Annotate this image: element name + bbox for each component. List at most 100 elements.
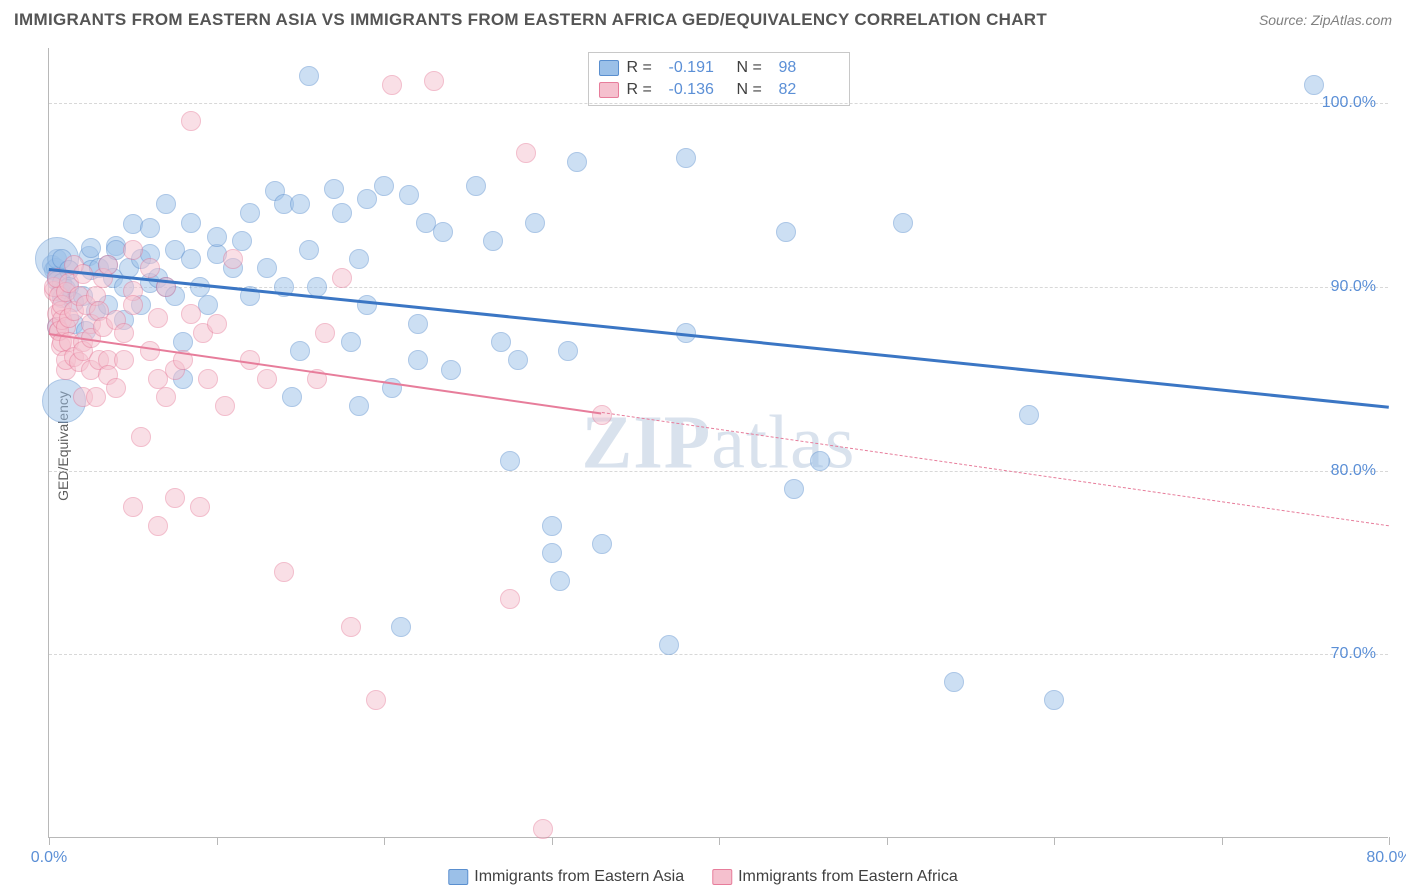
legend-row: R =-0.136N =82	[599, 79, 839, 101]
legend-series-label: Immigrants from Eastern Africa	[738, 868, 958, 885]
scatter-point	[114, 350, 134, 370]
legend-n-label: N =	[737, 81, 771, 99]
scatter-point	[324, 179, 344, 199]
scatter-point	[114, 323, 134, 343]
scatter-point	[123, 497, 143, 517]
scatter-point	[240, 203, 260, 223]
scatter-point	[299, 240, 319, 260]
scatter-point	[140, 258, 160, 278]
legend-series: Immigrants from Eastern Asia Immigrants f…	[448, 868, 957, 886]
scatter-point	[659, 635, 679, 655]
scatter-point	[207, 314, 227, 334]
legend-swatch	[712, 869, 732, 885]
plot-area: ZIPatlas R =-0.191N =98R =-0.136N =82 70…	[48, 48, 1388, 838]
scatter-point	[466, 176, 486, 196]
scatter-point	[257, 369, 277, 389]
x-tick	[384, 837, 385, 845]
scatter-point	[516, 143, 536, 163]
scatter-point	[86, 387, 106, 407]
scatter-point	[558, 341, 578, 361]
scatter-point	[500, 589, 520, 609]
x-tick	[1054, 837, 1055, 845]
scatter-point	[776, 222, 796, 242]
legend-swatch	[599, 60, 619, 76]
scatter-point	[181, 304, 201, 324]
scatter-point	[148, 516, 168, 536]
scatter-point	[592, 534, 612, 554]
scatter-point	[315, 323, 335, 343]
scatter-point	[173, 332, 193, 352]
scatter-point	[106, 378, 126, 398]
scatter-point	[550, 571, 570, 591]
scatter-point	[525, 213, 545, 233]
scatter-point	[207, 227, 227, 247]
scatter-point	[357, 189, 377, 209]
x-tick	[1222, 837, 1223, 845]
scatter-point	[441, 360, 461, 380]
scatter-point	[156, 387, 176, 407]
scatter-point	[181, 249, 201, 269]
y-tick-label: 100.0%	[1322, 94, 1376, 112]
scatter-point	[500, 451, 520, 471]
scatter-point	[257, 258, 277, 278]
x-tick	[552, 837, 553, 845]
scatter-point	[533, 819, 553, 839]
gridline	[49, 654, 1388, 655]
trend-line	[49, 268, 1389, 409]
x-tick	[49, 837, 50, 845]
legend-series-label: Immigrants from Eastern Asia	[474, 868, 684, 885]
scatter-point	[274, 562, 294, 582]
scatter-point	[140, 341, 160, 361]
scatter-point	[433, 222, 453, 242]
scatter-point	[332, 268, 352, 288]
x-tick-label: 0.0%	[31, 849, 67, 867]
legend-correlation: R =-0.191N =98R =-0.136N =82	[588, 52, 850, 106]
scatter-point	[810, 451, 830, 471]
legend-n-value: 82	[779, 81, 839, 99]
x-tick	[217, 837, 218, 845]
scatter-point	[1044, 690, 1064, 710]
legend-series-item: Immigrants from Eastern Asia	[448, 868, 684, 886]
scatter-point	[676, 148, 696, 168]
scatter-point	[156, 194, 176, 214]
chart-title: IMMIGRANTS FROM EASTERN ASIA VS IMMIGRAN…	[14, 10, 1047, 30]
scatter-point	[349, 396, 369, 416]
scatter-point	[542, 516, 562, 536]
scatter-point	[290, 341, 310, 361]
scatter-point	[349, 249, 369, 269]
scatter-point	[542, 543, 562, 563]
scatter-point	[424, 71, 444, 91]
gridline	[49, 103, 1388, 104]
scatter-point	[382, 75, 402, 95]
x-tick	[719, 837, 720, 845]
y-tick-label: 70.0%	[1331, 645, 1376, 663]
scatter-point	[123, 295, 143, 315]
scatter-point	[123, 240, 143, 260]
legend-swatch	[448, 869, 468, 885]
scatter-point	[98, 255, 118, 275]
scatter-point	[483, 231, 503, 251]
scatter-point	[290, 194, 310, 214]
scatter-point	[190, 497, 210, 517]
source-credit: Source: ZipAtlas.com	[1259, 12, 1392, 28]
legend-n-value: 98	[779, 59, 839, 77]
scatter-point	[1019, 405, 1039, 425]
scatter-point	[307, 277, 327, 297]
legend-n-label: N =	[737, 59, 771, 77]
scatter-point	[223, 249, 243, 269]
legend-row: R =-0.191N =98	[599, 57, 839, 79]
legend-series-item: Immigrants from Eastern Africa	[712, 868, 958, 886]
scatter-point	[140, 218, 160, 238]
legend-r-value: -0.191	[669, 59, 729, 77]
scatter-point	[374, 176, 394, 196]
scatter-point	[341, 332, 361, 352]
scatter-point	[332, 203, 352, 223]
scatter-point	[399, 185, 419, 205]
source-value: ZipAtlas.com	[1311, 12, 1392, 28]
trend-line-dashed	[602, 412, 1389, 526]
legend-swatch	[599, 82, 619, 98]
scatter-point	[592, 405, 612, 425]
x-tick	[887, 837, 888, 845]
title-bar: IMMIGRANTS FROM EASTERN ASIA VS IMMIGRAN…	[0, 0, 1406, 40]
scatter-point	[508, 350, 528, 370]
